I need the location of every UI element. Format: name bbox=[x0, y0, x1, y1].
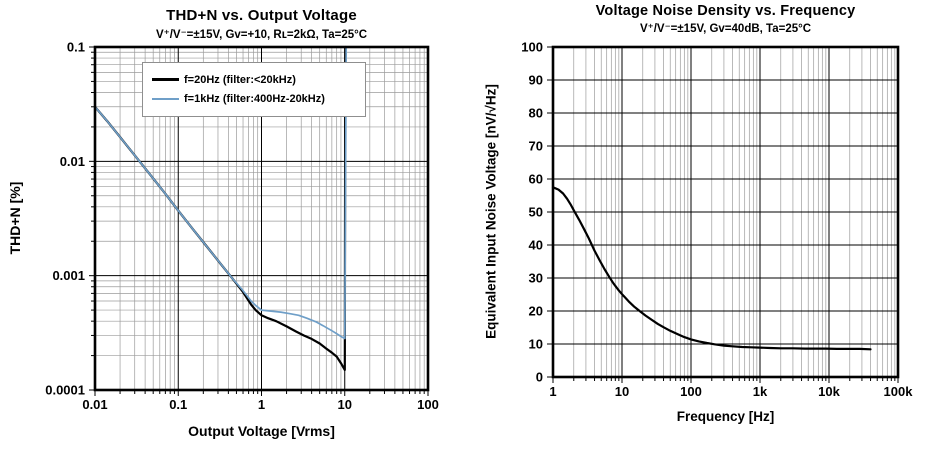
x-tick-label: 100k bbox=[884, 384, 914, 399]
axis-ticks bbox=[89, 46, 429, 396]
legend-label-20hz: f=20Hz (filter:<20kHz) bbox=[184, 73, 296, 86]
legend-line-sample-black bbox=[152, 78, 179, 82]
y-tick-label: 60 bbox=[529, 172, 543, 187]
y-tick-label: 90 bbox=[529, 73, 543, 88]
x-tick-label: 0.01 bbox=[82, 397, 107, 412]
y-tick-label: 0 bbox=[536, 370, 543, 385]
series-group bbox=[551, 186, 872, 351]
legend-label-1khz: f=1kHz (filter:400Hz-20kHz) bbox=[184, 93, 325, 106]
plot-border bbox=[551, 45, 900, 379]
thd-chart-x-axis-label: Output Voltage [Vrms] bbox=[188, 423, 335, 439]
noise-chart-x-axis-label: Frequency [Hz] bbox=[676, 409, 775, 424]
y-tick-label: 0.1 bbox=[67, 40, 85, 55]
x-tick-label: 100 bbox=[417, 397, 439, 412]
x-tick-label: 0.1 bbox=[169, 397, 187, 412]
y-tick-label: 0.0001 bbox=[45, 383, 85, 398]
y-tick-label: 30 bbox=[529, 271, 543, 286]
y-tick-label: 80 bbox=[529, 106, 543, 121]
noise-chart-title: Voltage Noise Density vs. Frequency bbox=[595, 3, 856, 19]
legend-item-20hz: f=20Hz (filter:<20kHz) bbox=[152, 74, 356, 86]
axis-ticks bbox=[547, 46, 899, 383]
y-tick-label: 0.001 bbox=[52, 268, 85, 283]
x-tick-label: 10k bbox=[818, 384, 840, 399]
y-tick-label: 10 bbox=[529, 337, 543, 352]
tick-labels: 0.01 0.1 1 10 100 0.1 0.01 0.001 0.0001 bbox=[45, 40, 439, 413]
thd-chart-title: THD+N vs. Output Voltage bbox=[166, 7, 357, 24]
series-noise-density bbox=[551, 186, 872, 351]
y-tick-label: 20 bbox=[529, 304, 543, 319]
series-group bbox=[93, 45, 348, 371]
x-tick-label: 1 bbox=[258, 397, 265, 412]
y-tick-label: 40 bbox=[529, 238, 543, 253]
major-gridlines bbox=[552, 46, 899, 378]
thd-chart-subtitle: V⁺/V⁻=±15V, Gv=+10, Rʟ=2kΩ, Ta=25°C bbox=[155, 29, 368, 41]
thd-chart-y-axis-label: THD+N [%] bbox=[7, 181, 23, 255]
x-tick-label: 1k bbox=[753, 384, 768, 399]
noise-chart-subtitle: V⁺/V⁻=±15V, Gv=40dB, Ta=25°C bbox=[639, 23, 812, 35]
x-tick-label: 1 bbox=[549, 384, 556, 399]
plot-border bbox=[93, 45, 430, 392]
y-tick-label: 70 bbox=[529, 139, 543, 154]
thd-chart-legend: f=20Hz (filter:<20kHz) f=1kHz (filter:40… bbox=[142, 62, 366, 117]
series-f1kHz bbox=[94, 46, 348, 340]
x-tick-label: 10 bbox=[338, 397, 352, 412]
legend-line-sample-blue bbox=[152, 98, 179, 101]
y-tick-label: 0.01 bbox=[60, 154, 85, 169]
legend-item-1khz: f=1kHz (filter:400Hz-20kHz) bbox=[152, 93, 356, 105]
noise-chart-y-axis-label: Equivalent Input Noise Voltage [nV/√Hz] bbox=[483, 84, 499, 339]
x-tick-label: 100 bbox=[680, 384, 702, 399]
y-tick-label: 50 bbox=[529, 205, 543, 220]
y-tick-label: 100 bbox=[521, 40, 543, 55]
x-tick-label: 10 bbox=[615, 384, 629, 399]
